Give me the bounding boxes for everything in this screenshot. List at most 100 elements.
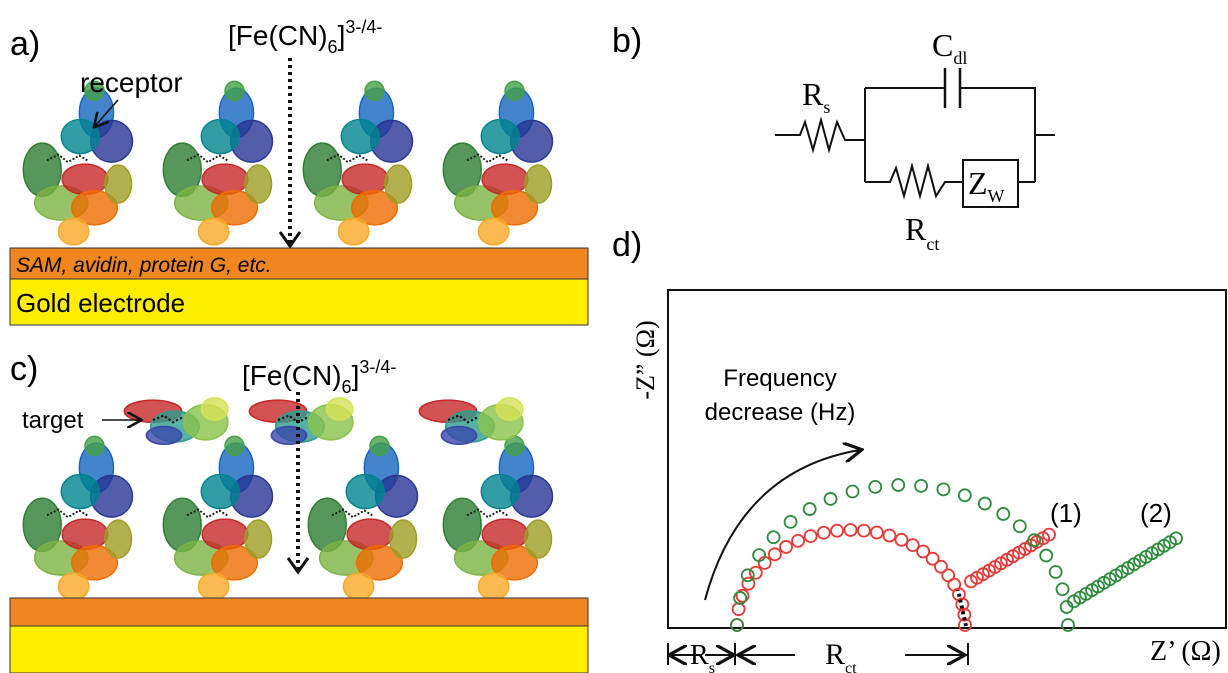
receptor-protein	[163, 436, 272, 599]
receptor-protein	[443, 81, 552, 244]
impedance-point	[733, 603, 745, 615]
protein-domain	[346, 474, 384, 508]
protein-domain	[62, 164, 108, 194]
panel-label: d)	[612, 226, 642, 264]
protein-domain	[365, 81, 384, 100]
impedance-point	[785, 516, 797, 528]
protein-domain	[525, 165, 552, 203]
receptor-protein	[23, 436, 132, 599]
probe-base: [Fe(CN)	[242, 360, 342, 391]
impedance-point	[792, 535, 804, 547]
cdl-label: Cdl	[932, 27, 967, 68]
impedance-point	[780, 541, 792, 553]
impedance-point	[895, 534, 907, 546]
probe-sup: 3-/4-	[345, 17, 382, 37]
y-axis-label: -Z” (Ω)	[631, 320, 660, 399]
receptor-protein	[23, 81, 132, 244]
impedance-point	[1040, 550, 1052, 562]
protein-domain	[201, 474, 239, 508]
protein-domain	[478, 218, 508, 245]
panel-label: a)	[10, 25, 40, 63]
rct-label: Rct	[905, 211, 939, 254]
rs-sub: s	[709, 660, 715, 673]
impedance-point	[845, 524, 857, 536]
target-protein	[249, 398, 352, 444]
receptor-protein	[163, 81, 272, 244]
rs-main: R	[690, 640, 709, 671]
protein-domain	[482, 164, 528, 194]
impedance-point	[750, 567, 762, 579]
protein-domain	[342, 164, 388, 194]
protein-domain	[385, 165, 412, 203]
impedance-point	[915, 480, 927, 492]
impedance-point	[892, 479, 904, 491]
zw-label: ZW	[968, 165, 1005, 206]
impedance-point	[768, 531, 780, 543]
protein-domain	[62, 519, 108, 549]
protein-domain	[61, 474, 99, 508]
probe-label: [Fe(CN)6]3-/4-	[228, 17, 382, 57]
receptor-protein	[308, 436, 417, 599]
impedance-point	[979, 498, 991, 510]
rs-sub: s	[823, 97, 830, 117]
figure: a) [Fe(CN)6]3-/4- receptor SAM, avidin, …	[0, 0, 1228, 673]
protein-domain	[441, 427, 476, 445]
panel-label: b)	[612, 22, 642, 60]
zw-sub: W	[988, 186, 1005, 206]
curve-label: (1)	[1050, 498, 1082, 528]
impedance-point	[742, 569, 754, 581]
protein-domain	[105, 165, 132, 203]
x-axis-label: Z’ (Ω)	[1150, 636, 1221, 667]
protein-domain	[198, 573, 228, 600]
probe-sub: 6	[342, 377, 352, 397]
impedance-point	[1057, 583, 1069, 595]
impedance-point	[937, 483, 949, 495]
protein-domain	[61, 119, 99, 153]
protein-domain	[481, 474, 519, 508]
protein-domain	[201, 119, 239, 153]
layer-label: SAM, avidin, protein G, etc.	[16, 254, 272, 277]
rct-sub: ct	[845, 660, 857, 673]
protein-domain	[245, 520, 272, 558]
protein-layer	[23, 81, 552, 599]
protein-domain	[478, 573, 508, 600]
impedance-point	[858, 525, 870, 537]
impedance-point	[805, 530, 817, 542]
protein-domain	[338, 218, 368, 245]
protein-domain	[105, 520, 132, 558]
impedance-point	[804, 503, 816, 515]
protein-domain	[146, 427, 181, 445]
impedance-point	[731, 619, 743, 631]
protein-domain	[225, 436, 244, 455]
cdl-main: C	[932, 27, 953, 63]
impedance-point	[769, 548, 781, 560]
cdl-sub: dl	[953, 48, 967, 68]
protein-domain	[525, 520, 552, 558]
protein-domain	[245, 165, 272, 203]
protein-domain	[85, 436, 104, 455]
protein-domain	[347, 519, 393, 549]
receptor-label: receptor	[80, 67, 183, 98]
impedance-point	[883, 530, 895, 542]
protein-domain	[202, 164, 248, 194]
target-protein	[124, 398, 227, 444]
receptor-protein	[303, 81, 412, 244]
protein-domain	[481, 119, 519, 153]
probe-sub: 6	[328, 37, 338, 57]
impedance-point	[1062, 619, 1074, 631]
protein-domain	[341, 119, 379, 153]
impedance-point	[997, 508, 1009, 520]
sam-layer	[10, 598, 588, 626]
impedance-point	[1014, 520, 1026, 532]
impedance-point	[847, 486, 859, 498]
probe-sup: 3-/4-	[359, 357, 396, 377]
probe-label: [Fe(CN)6]3-/4-	[242, 357, 396, 397]
gold-electrode	[10, 626, 588, 673]
protein-domain	[482, 519, 528, 549]
protein-domain	[370, 436, 389, 455]
probe-close: ]	[352, 360, 360, 391]
protein-domain	[390, 520, 417, 558]
protein-domain	[202, 519, 248, 549]
nyquist-curves	[731, 479, 1182, 631]
impedance-point	[818, 527, 830, 539]
